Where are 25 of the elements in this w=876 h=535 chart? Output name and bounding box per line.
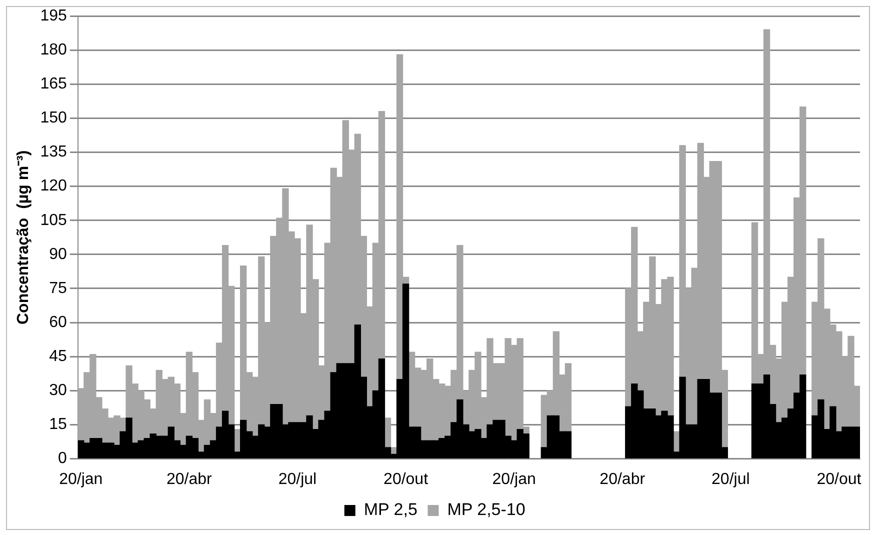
y-tick-label: 0 [58, 450, 67, 468]
y-tick-label: 45 [49, 348, 67, 366]
x-tick-label: 20/abr [600, 470, 646, 488]
y-tick-label: 120 [40, 178, 67, 195]
y-axis-title: Concentração (µg m⁻³) [15, 150, 32, 325]
x-tick-label: 20/out [816, 470, 862, 488]
y-tick-label: 15 [49, 416, 67, 434]
y-tick-label: 165 [40, 76, 67, 93]
x-tick-label: 20/jan [59, 470, 103, 488]
y-tick-label: 75 [49, 280, 67, 297]
y-tick-label: 30 [49, 382, 67, 400]
x-tick-label: 20/jul [278, 470, 317, 488]
x-tick-label: 20/jul [712, 470, 750, 488]
y-tick-label: 90 [49, 246, 67, 263]
legend-label: MP 2,5 [364, 500, 418, 520]
y-tick-label: 150 [40, 110, 67, 127]
x-tick-label: 20/jan [492, 470, 536, 488]
y-tick-label: 195 [40, 7, 67, 24]
y-tick-label: 135 [40, 144, 67, 161]
x-tick-label: 20/abr [166, 470, 213, 488]
y-tick-label: 105 [40, 212, 67, 229]
y-tick-label: 60 [49, 314, 67, 331]
y-tick-label: 180 [40, 41, 67, 58]
legend-label: MP 2,5-10 [447, 500, 526, 520]
x-tick-label: 20/out [384, 470, 429, 488]
